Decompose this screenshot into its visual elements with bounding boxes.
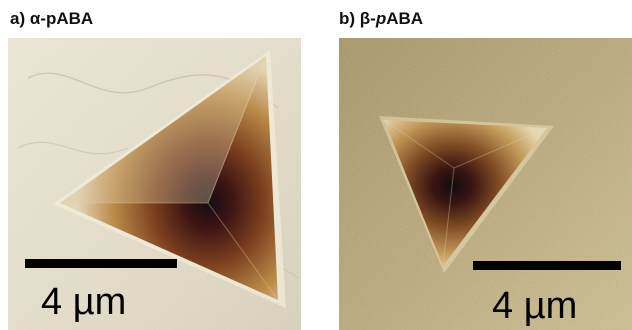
indent-image-a	[8, 38, 301, 330]
panel-b-scale-bar	[473, 261, 621, 270]
panel-b-label: b) β-pABA	[339, 9, 423, 29]
panel-a-scale-bar-label: 4 µm	[41, 281, 127, 323]
panel-a-label: a) α-pABA	[10, 9, 93, 29]
panel-b-scale-bar-label: 4 µm	[492, 285, 578, 327]
panel-b-micrograph	[339, 38, 632, 330]
panel-b-letter: b)	[339, 9, 356, 28]
panel-a-letter: a)	[10, 9, 26, 28]
panel-a-micrograph	[8, 38, 301, 330]
panel-a-title: α-pABA	[29, 9, 94, 28]
panel-a-scale-bar	[25, 259, 177, 268]
indent-image-b	[339, 38, 632, 330]
panel-b-title: β-pABA	[359, 9, 424, 28]
